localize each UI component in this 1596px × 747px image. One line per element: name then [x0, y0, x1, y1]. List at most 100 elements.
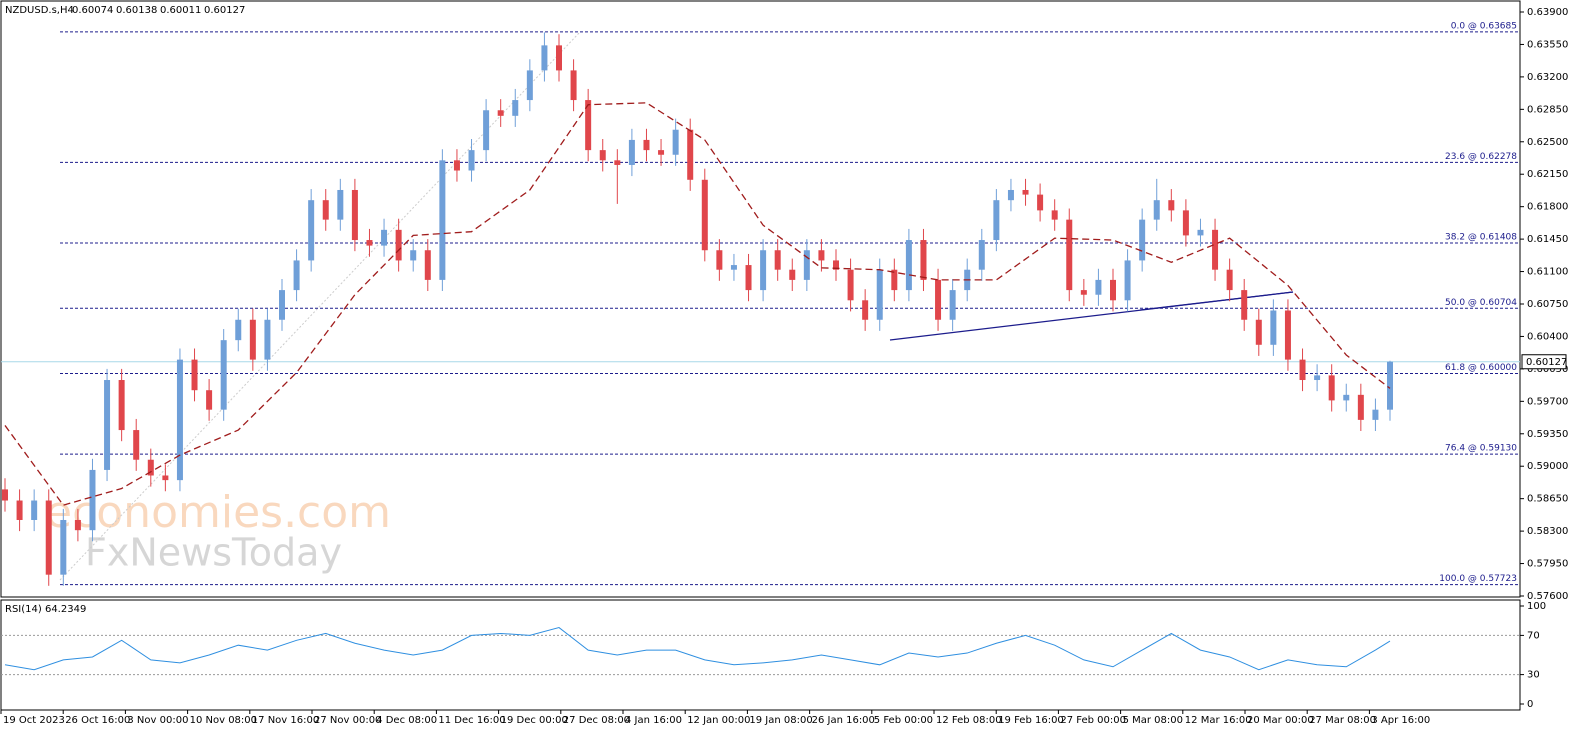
last-price-box: [1521, 354, 1567, 370]
candle-body: [774, 250, 781, 270]
x-tick-label: 12 Mar 16:00: [1185, 715, 1252, 726]
x-tick-label: 19 Feb 16:00: [998, 715, 1064, 726]
y-tick-label: 0.58650: [1527, 494, 1568, 505]
y-tick-label: 0.59350: [1527, 429, 1568, 440]
candle-body: [745, 265, 752, 291]
main-panel: [0, 0, 1521, 598]
candle-body: [1182, 210, 1189, 236]
candle-body: [599, 150, 606, 161]
x-tick-label: 20 Mar 00:00: [1247, 715, 1314, 726]
candle-body: [220, 340, 227, 410]
candle-body: [89, 469, 96, 531]
y-tick-label: 0.60400: [1527, 331, 1568, 342]
candle-body: [1226, 269, 1233, 291]
candle-body: [978, 240, 985, 270]
candle-body: [60, 519, 67, 575]
candle-body: [74, 519, 81, 531]
candle-body: [1314, 375, 1321, 381]
candle-body: [905, 240, 912, 291]
candle-body: [716, 250, 723, 270]
fib-label: 50.0 @ 0.60704: [1445, 298, 1517, 308]
x-tick-label: 27 Dec 08:00: [563, 715, 630, 726]
candle-body: [395, 229, 402, 261]
candle-body: [687, 129, 694, 180]
candle-body: [760, 250, 767, 291]
candle-body: [891, 269, 898, 291]
y-tick-label: 0.61450: [1527, 234, 1568, 245]
watermark-text: FxNewsToday: [85, 531, 342, 575]
candle-body: [439, 160, 446, 280]
rsi-panel: [0, 599, 1521, 711]
y-tick-label: 0.61100: [1527, 267, 1568, 278]
candle-body: [730, 265, 737, 270]
y-tick-label: 70: [1527, 630, 1540, 641]
candle-body: [191, 359, 198, 391]
x-tick-label: 26 Jan 16:00: [812, 715, 875, 726]
candle-body: [31, 500, 38, 520]
candle-body: [1095, 279, 1102, 295]
candle-body: [876, 269, 883, 320]
candle-body: [570, 70, 577, 101]
x-tick-label: 26 Oct 16:00: [65, 715, 130, 726]
y-tick-label: 0.61800: [1527, 202, 1568, 213]
candle-body: [1168, 200, 1175, 211]
candle-body: [2, 489, 8, 501]
rsi-line: [4, 627, 1391, 671]
candle-body: [847, 269, 854, 301]
fib-label: 100.0 @ 0.57723: [1439, 574, 1517, 584]
y-tick-label: 0.63200: [1527, 72, 1568, 83]
candle-body: [1110, 279, 1116, 301]
y-tick-label: 0.62150: [1527, 169, 1568, 180]
candle-body: [1037, 194, 1044, 211]
symbol-title: NZDUSD.s,H4: [5, 5, 74, 16]
candle-body: [337, 189, 344, 220]
candle-body: [410, 250, 417, 261]
y-tick-label: 0.63900: [1527, 7, 1568, 18]
y-tick-label: 0.59000: [1527, 461, 1568, 472]
candle-body: [176, 359, 183, 481]
x-tick-label: 19 Jan 08:00: [749, 715, 812, 726]
quote-value: 0.60127: [204, 5, 245, 16]
candle-body: [935, 279, 942, 320]
candle-body: [1387, 361, 1393, 410]
rsi-title: RSI(14) 64.2349: [5, 604, 86, 615]
candle-body: [293, 260, 300, 291]
candle-body: [1372, 409, 1379, 420]
candle-body: [308, 200, 315, 261]
y-tick-label: 0.57950: [1527, 559, 1568, 570]
candle-body: [249, 319, 256, 360]
y-tick-label: 0: [1527, 699, 1533, 710]
x-tick-label: 19 Oct 2023: [3, 715, 65, 726]
y-tick-label: 100: [1527, 601, 1546, 612]
y-tick-label: 0.57600: [1527, 591, 1568, 602]
x-tick-label: 10 Nov 08:00: [190, 715, 257, 726]
y-tick-label: 30: [1527, 670, 1540, 681]
candle-body: [381, 229, 388, 246]
candle-body: [162, 475, 169, 481]
x-tick-label: 5 Mar 08:00: [1123, 715, 1183, 726]
candle-body: [16, 500, 23, 520]
candle-body: [949, 290, 956, 320]
x-tick-label: 27 Nov 00:00: [314, 715, 381, 726]
candle-body: [833, 260, 839, 270]
candle-body: [541, 45, 548, 71]
candle-body: [322, 200, 329, 220]
candle-body: [1212, 229, 1219, 270]
candle-body: [1022, 189, 1029, 195]
candle-body: [104, 380, 111, 470]
y-tick-label: 0.62850: [1527, 104, 1568, 115]
last-price-label: 0.60127: [1526, 357, 1567, 368]
candle-body: [118, 380, 125, 431]
x-tick-label: 3 Nov 00:00: [127, 715, 188, 726]
candle-body: [585, 100, 592, 151]
candle-body: [424, 250, 431, 280]
x-tick-label: 4 Jan 16:00: [625, 715, 682, 726]
candle-body: [133, 430, 140, 460]
candle-body: [206, 390, 213, 410]
candle-body: [497, 110, 504, 116]
candle-body: [993, 200, 1000, 241]
candle-body: [1066, 219, 1073, 291]
candle-body: [1124, 260, 1131, 301]
candle-body: [1241, 290, 1248, 320]
